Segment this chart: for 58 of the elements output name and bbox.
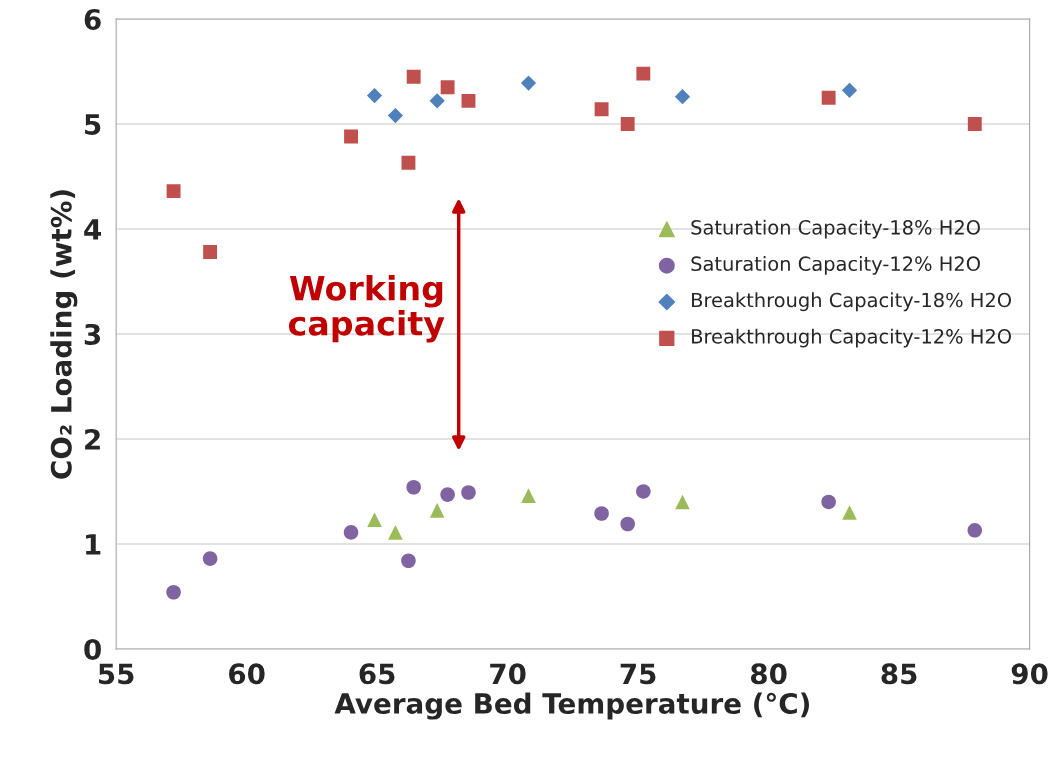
legend-label: Saturation Capacity-18% H2O [691, 219, 980, 239]
point [841, 82, 858, 98]
point [344, 129, 358, 144]
point [440, 487, 455, 502]
point [166, 584, 181, 600]
point [401, 155, 416, 170]
point [520, 75, 537, 91]
point [203, 245, 218, 260]
x-tick-label: 55 [98, 663, 134, 685]
point [406, 69, 421, 84]
y-tick-label: 1 [86, 534, 101, 555]
point [967, 117, 982, 131]
legend-label: Saturation Capacity-12% H2O [691, 255, 980, 275]
legend-label: Breakthrough Capacity-18% H2O [692, 292, 1011, 312]
point [387, 107, 404, 124]
point [594, 102, 609, 117]
x-tick-label: 75 [620, 663, 656, 685]
point [620, 516, 635, 532]
point [343, 525, 359, 540]
y-tick-label: 5 [85, 114, 101, 135]
x-tick-label: 85 [881, 663, 917, 685]
point [202, 551, 218, 566]
point [821, 90, 836, 105]
point [620, 117, 635, 131]
y-tick-label: 4 [84, 219, 101, 240]
x-tick-label: 65 [359, 663, 395, 685]
point [821, 494, 836, 510]
point [675, 494, 690, 510]
point [461, 485, 476, 500]
point [967, 523, 983, 538]
point [429, 503, 445, 518]
point [401, 553, 416, 569]
point [406, 479, 421, 495]
y-axis-title: CO₂ Loading (wt%) [50, 190, 78, 479]
point [429, 93, 445, 109]
x-tick-label: 80 [750, 663, 787, 685]
point [842, 505, 857, 520]
y-tick-label: 3 [84, 323, 101, 345]
point [440, 80, 455, 95]
x-axis-title: Average Bed Temperature (°C) [334, 692, 809, 720]
point [366, 88, 383, 104]
point [636, 484, 651, 499]
point [461, 93, 476, 108]
point [367, 512, 382, 528]
y-tick-label: 0 [84, 638, 101, 660]
point [636, 66, 651, 81]
point [594, 506, 609, 521]
legend-label: Breakthrough Capacity-12% H2O [692, 328, 1011, 348]
point [521, 488, 536, 503]
y-tick-label: 2 [85, 428, 100, 450]
point [674, 89, 691, 105]
annotation: Working capacity [288, 274, 445, 343]
point [166, 184, 181, 199]
y-tick-label: 6 [84, 8, 101, 30]
x-tick-label: 90 [1011, 663, 1048, 685]
x-tick-label: 70 [490, 663, 526, 685]
point [388, 525, 403, 540]
x-tick-label: 60 [229, 663, 265, 685]
